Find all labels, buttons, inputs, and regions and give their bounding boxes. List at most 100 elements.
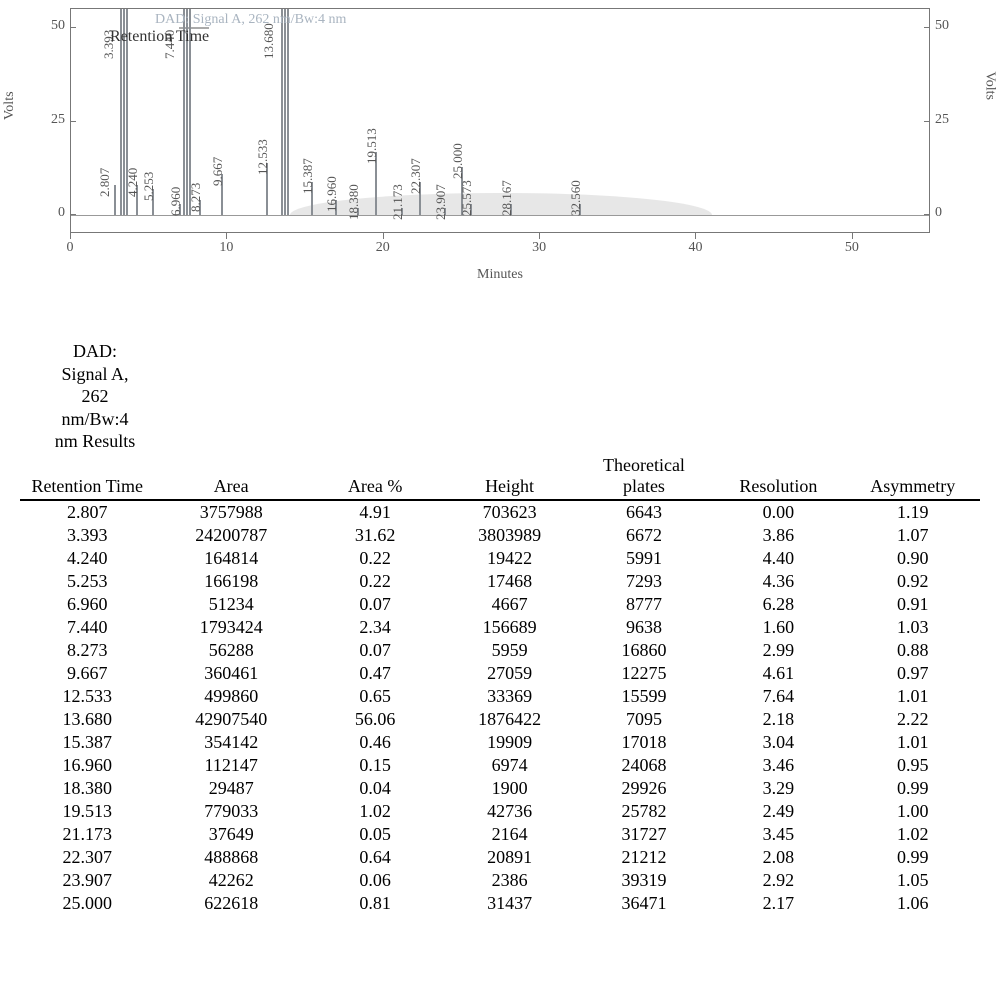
table-row: 2.80737579884.9170362366430.001.19 (20, 500, 980, 524)
table-row: 16.9601121470.156974240683.460.95 (20, 754, 980, 777)
table-cell: 0.92 (846, 570, 980, 593)
retention-time-label: 8.273 (188, 183, 204, 212)
retention-time-label: 13.680 (261, 23, 277, 59)
y-axis-label-right: Volts (982, 71, 998, 100)
y-tick-label: 50 (935, 18, 965, 34)
table-cell: 42262 (154, 869, 308, 892)
table-cell: 6.28 (711, 593, 845, 616)
y-tick-mark (924, 121, 930, 122)
table-cell: 0.05 (308, 823, 442, 846)
table-cell: 23.907 (20, 869, 154, 892)
retention-time-label: 22.307 (408, 158, 424, 194)
table-cell: 1.02 (846, 823, 980, 846)
table-cell: 31437 (442, 892, 576, 915)
retention-time-label: 9.667 (210, 157, 226, 186)
table-cell: 17018 (577, 731, 711, 754)
chromatogram-peak (284, 9, 286, 215)
x-axis-label: Minutes (477, 267, 523, 283)
retention-time-label: 2.807 (97, 168, 113, 197)
table-row: 18.380294870.041900299263.290.99 (20, 777, 980, 800)
table-cell: 5959 (442, 639, 576, 662)
table-header-note-line: nm Results (30, 430, 160, 453)
x-tick-mark (539, 233, 540, 239)
table-cell: 33369 (442, 685, 576, 708)
table-cell: 4667 (442, 593, 576, 616)
table-cell: 7.64 (711, 685, 845, 708)
x-tick-label: 50 (845, 240, 859, 256)
table-cell: 2.34 (308, 616, 442, 639)
table-cell: 4.91 (308, 500, 442, 524)
table-cell: 166198 (154, 570, 308, 593)
x-tick-label: 40 (688, 240, 702, 256)
y-tick-label: 25 (35, 112, 65, 128)
table-row: 19.5137790331.0242736257822.491.00 (20, 800, 980, 823)
table-row: 5.2531661980.221746872934.360.92 (20, 570, 980, 593)
table-cell: 42907540 (154, 708, 308, 731)
table-cell: 27059 (442, 662, 576, 685)
table-cell: 0.04 (308, 777, 442, 800)
table-cell: 4.36 (711, 570, 845, 593)
retention-time-label: 21.173 (390, 184, 406, 220)
table-cell: 0.90 (846, 547, 980, 570)
table-cell: 2.99 (711, 639, 845, 662)
x-tick-label: 30 (532, 240, 546, 256)
table-cell: 2.49 (711, 800, 845, 823)
y-tick-mark (70, 214, 76, 215)
table-cell: 6672 (577, 524, 711, 547)
table-row: 6.960512340.07466787776.280.91 (20, 593, 980, 616)
table-cell: 1876422 (442, 708, 576, 731)
table-cell: 499860 (154, 685, 308, 708)
table-cell: 12275 (577, 662, 711, 685)
table-cell: 0.95 (846, 754, 980, 777)
chromatogram-peak (281, 9, 283, 215)
table-cell: 112147 (154, 754, 308, 777)
chromatogram-peak (287, 9, 289, 215)
retention-time-label: 25.573 (459, 180, 475, 216)
retention-time-label: 18.380 (346, 184, 362, 220)
table-cell: 2.17 (711, 892, 845, 915)
y-tick-mark (924, 214, 930, 215)
table-cell: 24200787 (154, 524, 308, 547)
table-cell: 1.07 (846, 524, 980, 547)
results-section: DAD:Signal A,262nm/Bw:4nm Results Retent… (20, 340, 980, 915)
table-cell: 1.03 (846, 616, 980, 639)
table-cell: 2.18 (711, 708, 845, 731)
table-cell: 15.387 (20, 731, 154, 754)
table-cell: 0.99 (846, 846, 980, 869)
retention-time-label: 4.240 (125, 168, 141, 197)
table-header-note-line: nm/Bw:4 (30, 408, 160, 431)
table-cell: 16.960 (20, 754, 154, 777)
table-cell: 29487 (154, 777, 308, 800)
table-cell: 0.15 (308, 754, 442, 777)
y-tick-mark (70, 121, 76, 122)
table-cell: 19422 (442, 547, 576, 570)
table-cell: 3.45 (711, 823, 845, 846)
table-row: 8.273562880.075959168602.990.88 (20, 639, 980, 662)
table-cell: 2.92 (711, 869, 845, 892)
table-cell: 0.22 (308, 570, 442, 593)
retention-time-label: 23.907 (433, 184, 449, 220)
table-cell: 164814 (154, 547, 308, 570)
table-cell: 19909 (442, 731, 576, 754)
table-cell: 1.01 (846, 685, 980, 708)
table-row: 13.6804290754056.06187642270952.182.22 (20, 708, 980, 731)
table-cell: 4.40 (711, 547, 845, 570)
table-row: 25.0006226180.8131437364712.171.06 (20, 892, 980, 915)
chromatogram-chart: Volts Volts Minutes 2.8073.3934.2405.253… (0, 0, 1000, 285)
col-header-area-pct: Area % (308, 453, 442, 500)
table-cell: 1.05 (846, 869, 980, 892)
retention-time-label: 25.000 (450, 143, 466, 179)
table-cell: 21.173 (20, 823, 154, 846)
table-cell: 5.253 (20, 570, 154, 593)
table-cell: 6643 (577, 500, 711, 524)
table-cell: 29926 (577, 777, 711, 800)
table-cell: 1.02 (308, 800, 442, 823)
x-tick-label: 20 (376, 240, 390, 256)
table-cell: 6974 (442, 754, 576, 777)
table-cell: 703623 (442, 500, 576, 524)
table-row: 7.44017934242.3415668996381.601.03 (20, 616, 980, 639)
table-cell: 0.07 (308, 593, 442, 616)
x-tick-mark (226, 233, 227, 239)
table-cell: 3.46 (711, 754, 845, 777)
y-tick-mark (70, 27, 76, 28)
